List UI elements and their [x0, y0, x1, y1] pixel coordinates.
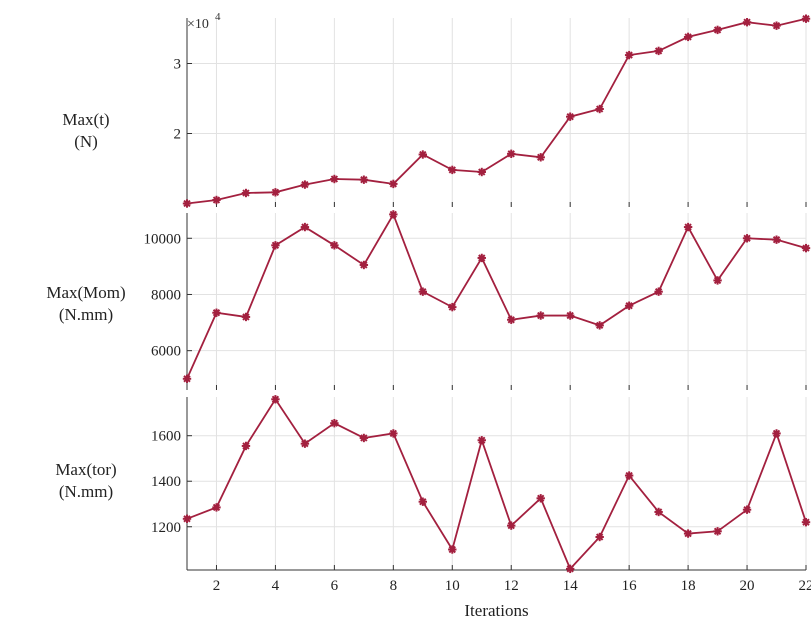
data-point	[389, 210, 398, 219]
x-tick-label: 2	[213, 578, 221, 594]
x-tick-label: 4	[272, 578, 280, 594]
data-point	[271, 395, 280, 404]
data-point	[330, 174, 339, 184]
data-point	[182, 374, 192, 383]
data-point	[330, 418, 339, 428]
y-tick-label: 8000	[151, 287, 181, 303]
data-point	[742, 18, 752, 27]
data-point	[742, 505, 752, 514]
y-axis-title-line: (N)	[74, 132, 98, 151]
data-point	[565, 564, 575, 574]
data-point	[182, 199, 192, 208]
x-axis-title: Iterations	[464, 601, 528, 620]
data-point	[772, 21, 781, 30]
y-axis-title-line: (N.mm)	[59, 305, 113, 324]
y-tick-label: 1400	[151, 474, 181, 490]
data-point	[595, 104, 604, 114]
series-line	[186, 397, 807, 571]
data-point	[212, 308, 221, 317]
data-point	[801, 243, 811, 253]
data-point	[359, 433, 369, 443]
data-point	[241, 188, 251, 198]
x-tick-label: 20	[740, 578, 755, 594]
x-tick-label: 18	[681, 578, 696, 594]
data-point	[330, 241, 339, 250]
x-tick-label: 8	[390, 578, 398, 594]
data-point	[300, 180, 310, 189]
data-point	[212, 195, 221, 205]
data-point	[182, 514, 192, 523]
data-point	[536, 494, 545, 503]
x-tick-label: 10	[445, 578, 460, 594]
x-tick-label: 14	[563, 578, 579, 594]
data-point	[507, 149, 516, 158]
data-point	[241, 312, 251, 322]
data-point	[654, 507, 663, 517]
data-point	[477, 436, 486, 445]
y-tick-label: 1600	[151, 429, 181, 445]
data-point	[595, 532, 604, 542]
data-point	[683, 32, 693, 42]
data-point	[271, 241, 280, 250]
data-point	[565, 112, 575, 121]
data-point	[624, 50, 634, 60]
data-point	[359, 175, 369, 184]
data-point	[241, 441, 251, 451]
data-point	[359, 260, 369, 270]
data-point	[683, 222, 693, 232]
x-tick-label: 12	[504, 578, 519, 594]
series-line	[186, 17, 807, 205]
x-tick-label: 16	[622, 578, 638, 594]
data-point	[565, 311, 575, 320]
data-point	[801, 517, 811, 527]
data-point	[713, 276, 722, 285]
y-tick-label: 3	[174, 57, 182, 73]
y-tick-label: 1200	[151, 520, 181, 536]
data-point	[300, 439, 310, 448]
data-point	[713, 527, 722, 536]
y-multiplier-exponent: 4	[215, 11, 221, 23]
data-point	[536, 153, 545, 162]
data-point	[477, 167, 486, 177]
data-point	[683, 529, 693, 538]
y-axis-title-line: (N.mm)	[59, 482, 113, 501]
data-point	[418, 150, 428, 159]
data-point	[536, 311, 545, 320]
data-point	[507, 521, 516, 530]
data-point	[389, 429, 398, 438]
x-tick-label: 6	[331, 578, 339, 594]
data-point	[801, 14, 811, 23]
data-point	[742, 234, 752, 243]
y-axis-title-line: Max(tor)	[55, 460, 116, 479]
data-point	[654, 287, 663, 296]
data-point	[389, 179, 398, 189]
data-point	[507, 315, 516, 324]
data-point	[624, 471, 634, 480]
data-point	[713, 25, 722, 35]
data-point	[448, 302, 457, 312]
y-axis-title-line: Max(Mom)	[46, 283, 125, 302]
series-line	[186, 212, 807, 380]
data-point	[300, 222, 310, 232]
data-point	[654, 46, 663, 56]
y-multiplier-label: ×10	[187, 17, 209, 32]
x-tick-label: 22	[799, 578, 811, 594]
data-point	[271, 188, 280, 197]
data-point	[772, 429, 781, 438]
y-tick-label: 6000	[151, 344, 181, 360]
y-tick-label: 10000	[144, 231, 182, 247]
data-point	[448, 545, 457, 554]
data-point	[624, 301, 634, 310]
data-point	[212, 503, 221, 512]
data-point	[772, 235, 781, 244]
data-point	[595, 321, 604, 330]
data-point	[477, 253, 486, 263]
data-point	[418, 287, 428, 296]
data-point	[418, 497, 428, 506]
data-point	[448, 165, 457, 175]
y-tick-label: 2	[174, 127, 182, 143]
y-axis-title-line: Max(t)	[62, 110, 109, 129]
